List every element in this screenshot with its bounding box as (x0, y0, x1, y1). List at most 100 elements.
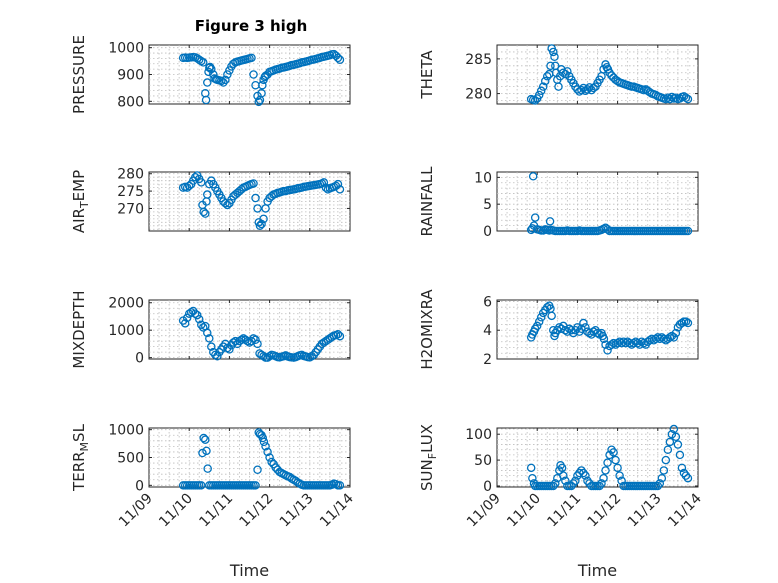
x-tick-label: 11/09 (464, 491, 504, 531)
data-point (538, 82, 548, 91)
data-point (619, 337, 628, 346)
data-point (526, 463, 536, 473)
data-point (201, 209, 210, 218)
data-point (561, 476, 570, 486)
y-axis-label: H2OMIXRA (418, 289, 436, 370)
data-point (534, 317, 544, 326)
data-point (528, 172, 538, 181)
data-point (621, 338, 630, 348)
data-point (213, 352, 222, 361)
x-tick-label: 11/14 (665, 490, 705, 530)
data-point (655, 334, 665, 344)
data-point (573, 85, 582, 94)
data-point (677, 463, 687, 473)
data-point (203, 328, 212, 338)
x-axis-label: Time (577, 561, 617, 580)
data-point (599, 334, 609, 344)
data-point (253, 339, 262, 349)
data-point (221, 339, 230, 349)
data-point (669, 333, 679, 342)
data-point (659, 466, 669, 475)
data-point (207, 342, 216, 351)
data-point (237, 335, 246, 345)
data-point (190, 309, 200, 318)
data-point (581, 323, 590, 332)
data-point (549, 481, 558, 491)
data-point (267, 457, 276, 467)
y-axis-label: RAINFALL (418, 166, 436, 237)
y-tick-label: 2 (483, 352, 492, 368)
data-point (583, 476, 592, 486)
data-point (257, 219, 266, 229)
x-tick-label: 11/12 (585, 491, 625, 531)
data-point (207, 64, 216, 74)
data-point (671, 328, 681, 338)
data-point (625, 338, 634, 348)
data-point (617, 476, 626, 486)
data-point (547, 311, 556, 321)
data-point (597, 479, 606, 488)
data-point (609, 338, 618, 348)
data-point (571, 476, 580, 486)
y-tick-label: 800 (117, 94, 144, 110)
data-point (204, 67, 213, 77)
data-point (259, 437, 269, 447)
data-point (573, 323, 582, 332)
data-point (554, 82, 563, 91)
x-tick-label: 11/11 (196, 491, 236, 531)
data-point (671, 93, 681, 103)
y-tick-label: 275 (117, 184, 144, 200)
data-point (683, 94, 693, 104)
data-point (551, 479, 560, 488)
data-point (203, 190, 212, 199)
data-point (647, 334, 657, 344)
figure-title: Figure 3 high (195, 17, 308, 35)
mixdepth-plot: 0 1000 2000 MIXDEPTH (70, 290, 351, 369)
sun-flux-plot: 0 50 100 11/09 11/10 11/11 11/12 11/13 11/14 SUNF… (418, 424, 705, 580)
data-point (259, 352, 268, 361)
y-tick-label: 0 (135, 351, 144, 367)
data-point (249, 179, 258, 188)
data-point (251, 193, 260, 203)
y-tick-label: 900 (117, 68, 144, 84)
data-point (197, 481, 206, 490)
y-tick-label: 50 (474, 453, 492, 469)
data-point (555, 466, 564, 475)
data-point (671, 432, 681, 442)
y-tick-label: 0 (483, 479, 492, 495)
data-point (199, 207, 208, 217)
data-point (255, 221, 265, 231)
data-point (249, 334, 258, 343)
data-point (557, 463, 567, 473)
data-point (579, 468, 588, 478)
data-point (190, 172, 200, 182)
data-point (675, 94, 685, 103)
data-point (229, 338, 238, 347)
data-point (683, 318, 693, 328)
y-axis-label: AIRTEMP (70, 170, 91, 233)
data-point (254, 97, 263, 107)
data-point (259, 214, 268, 224)
data-point (335, 185, 345, 194)
data-point (534, 90, 544, 100)
data-point (203, 464, 212, 473)
data-point (603, 225, 612, 234)
pressure-plot: 800 900 1000 PRESSURE (70, 35, 351, 114)
data-point (536, 86, 546, 96)
data-point (577, 466, 586, 475)
data-point (569, 479, 578, 488)
y-tick-label: 100 (465, 427, 492, 443)
data-point (609, 448, 618, 457)
data-point (659, 334, 669, 344)
y-tick-label: 1000 (108, 423, 144, 439)
data-point (536, 313, 546, 322)
data-point (194, 314, 204, 324)
y-axis-label: TERRMSL (70, 423, 91, 492)
data-point (180, 319, 190, 328)
y-tick-label: 500 (117, 451, 144, 467)
x-tick-label: 11/13 (625, 491, 665, 531)
data-point (217, 76, 226, 86)
data-point (645, 336, 655, 345)
